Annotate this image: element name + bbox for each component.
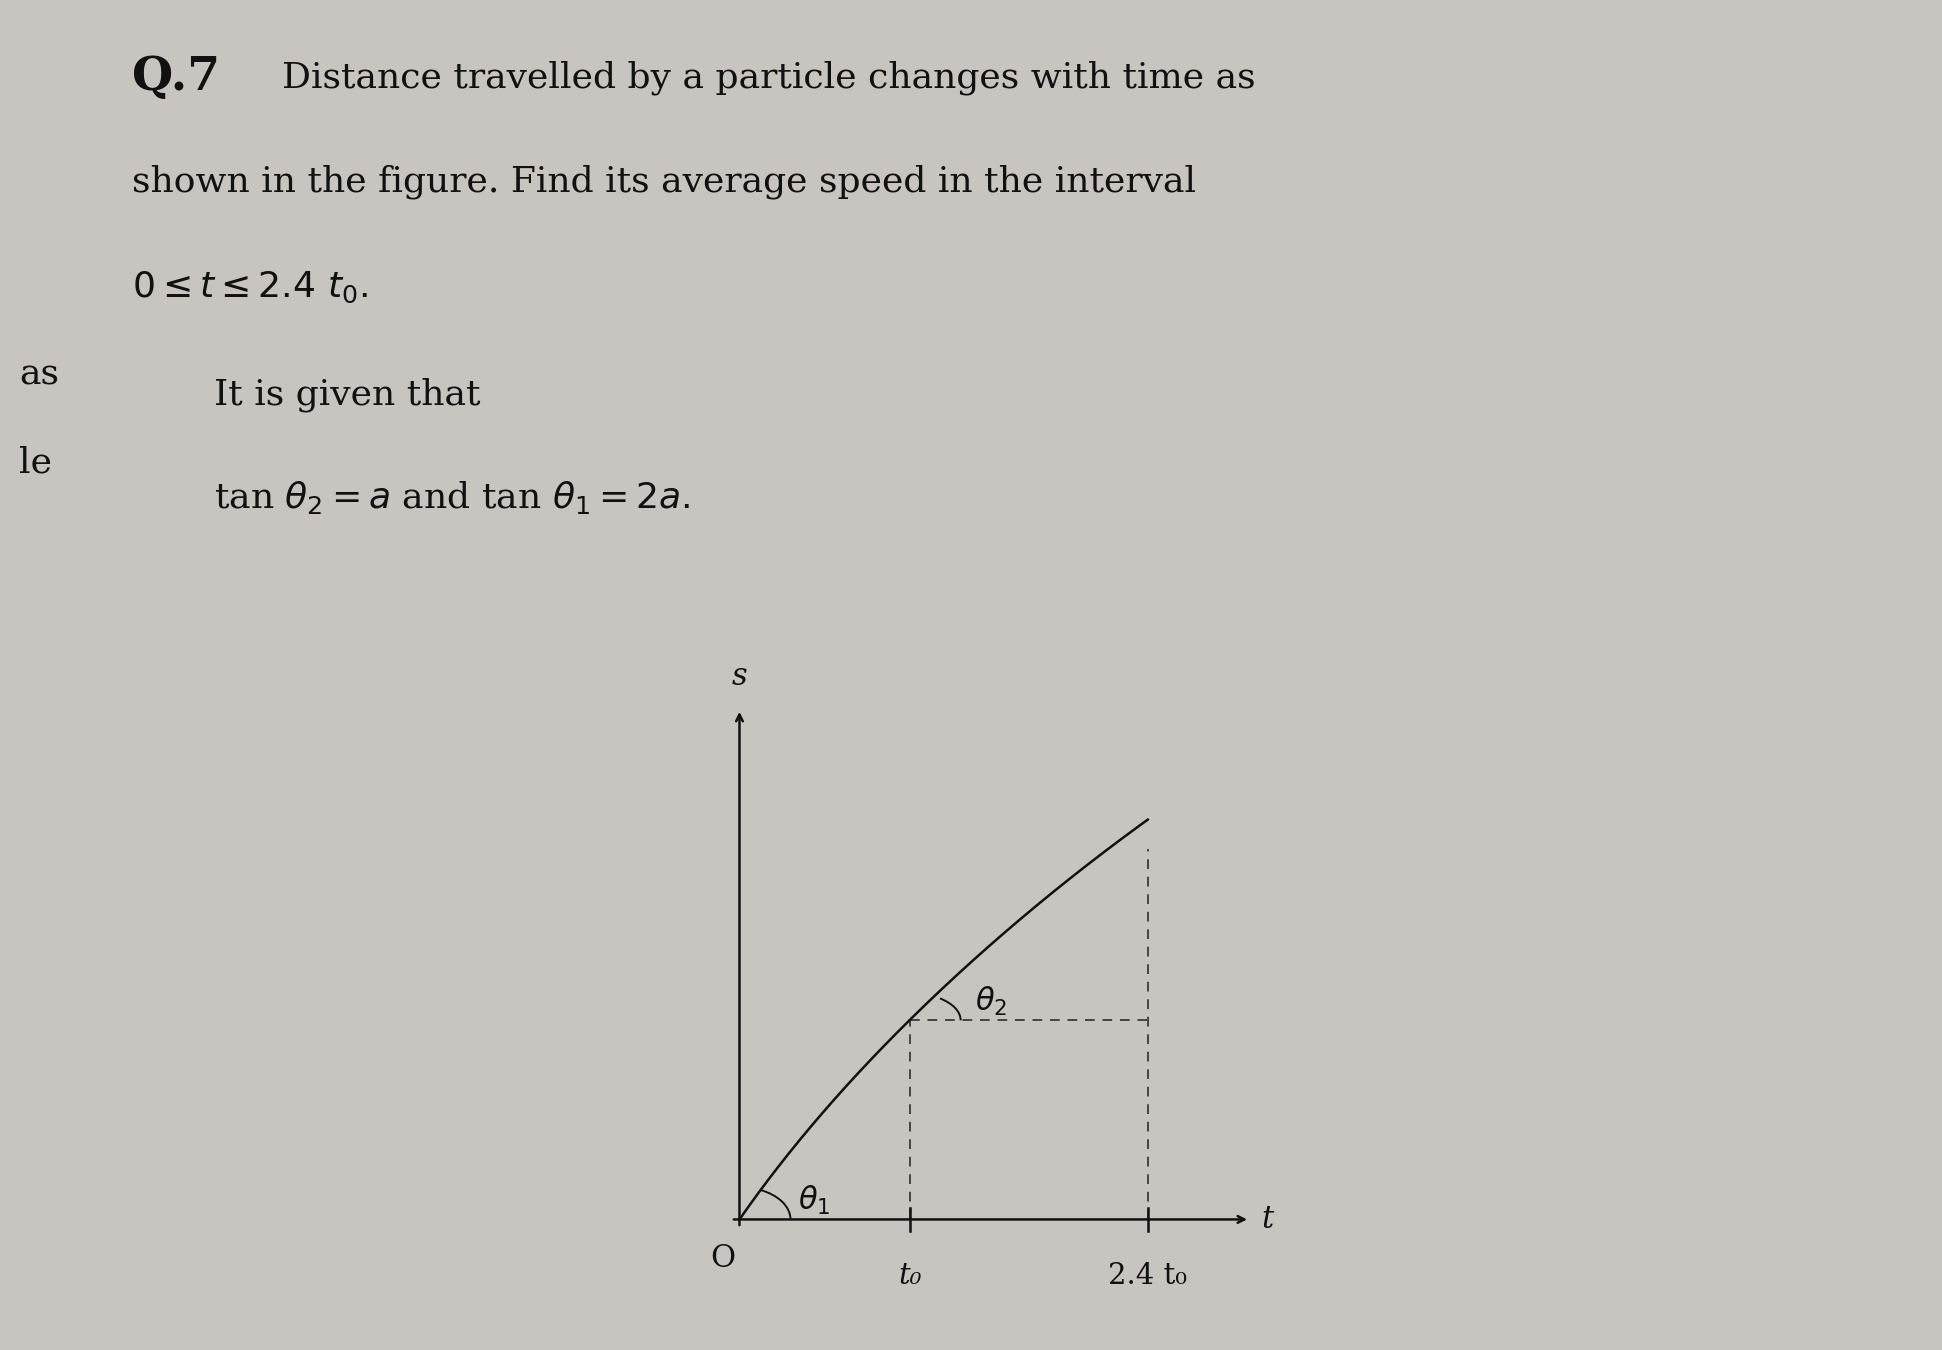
Text: 2.4 t₀: 2.4 t₀: [1109, 1262, 1187, 1291]
Text: s: s: [732, 662, 748, 693]
Text: le: le: [19, 446, 52, 479]
Text: $\theta_2$: $\theta_2$: [975, 986, 1008, 1018]
Text: shown in the figure. Find its average speed in the interval: shown in the figure. Find its average sp…: [132, 165, 1196, 200]
Text: It is given that: It is given that: [214, 378, 480, 413]
Text: as: as: [19, 358, 60, 391]
Text: Distance travelled by a particle changes with time as: Distance travelled by a particle changes…: [282, 61, 1255, 96]
Text: t: t: [1262, 1204, 1274, 1235]
Text: $\theta_1$: $\theta_1$: [798, 1184, 831, 1218]
Text: tan $\theta_2 = a$ and tan $\theta_1 = 2a.$: tan $\theta_2 = a$ and tan $\theta_1 = 2…: [214, 479, 689, 516]
Text: t₀: t₀: [897, 1262, 921, 1291]
Text: Q.7: Q.7: [132, 54, 219, 100]
Text: $0 \leq t \leq 2.4\ t_0.$: $0 \leq t \leq 2.4\ t_0.$: [132, 270, 367, 305]
Text: O: O: [711, 1243, 734, 1274]
